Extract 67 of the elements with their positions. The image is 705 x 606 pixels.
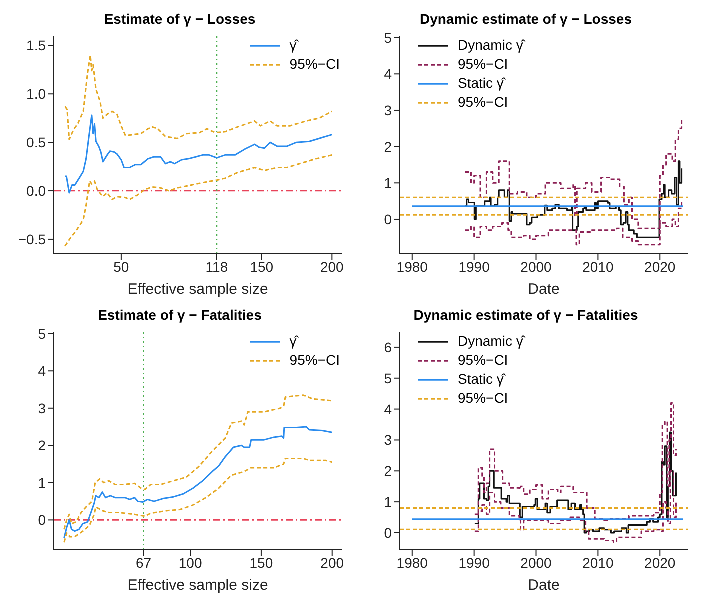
legend-label: Dynamic γ̂ xyxy=(458,36,524,55)
line-series xyxy=(64,114,333,194)
x-tick-label: 200 xyxy=(320,258,344,275)
x-tick-label: 67 xyxy=(136,554,152,571)
chart-title: Estimate of γ − Fatalities xyxy=(97,306,263,325)
legend-label: 95%−CI xyxy=(458,389,508,408)
legend-label: 95%−CI xyxy=(458,55,508,74)
x-tick-label: 2010 xyxy=(582,554,614,571)
legend-label: Dynamic γ̂ xyxy=(458,332,524,351)
y-tick-label: 0.5 xyxy=(26,134,46,151)
x-axis-title: Date xyxy=(528,577,560,594)
y-tick-label: 6 xyxy=(384,339,392,356)
y-tick-label: 4 xyxy=(384,401,392,418)
y-tick-label: 4 xyxy=(38,363,46,380)
legend-label: γ̂ xyxy=(290,332,297,351)
x-tick-label: 50 xyxy=(114,258,130,275)
x-tick-label: 2000 xyxy=(520,554,552,571)
x-axis-title: Date xyxy=(528,281,560,298)
legend-label: γ̂ xyxy=(290,36,297,55)
x-tick-label: 1980 xyxy=(396,554,428,571)
legend-label: 95%−CI xyxy=(458,351,508,370)
x-tick-label: 2020 xyxy=(644,258,676,275)
line-series xyxy=(64,458,334,544)
x-axis-title: Effective sample size xyxy=(128,577,268,594)
y-tick-label: 0 xyxy=(384,524,392,541)
y-tick-label: 1 xyxy=(384,494,392,510)
x-tick-label: 200 xyxy=(320,554,344,571)
y-tick-label: 5 xyxy=(384,370,392,386)
y-tick-label: −0.5 xyxy=(18,231,46,248)
legend-label: Static γ̂ xyxy=(458,74,504,93)
chart-title: Dynamic estimate of γ − Fatalities xyxy=(412,306,640,325)
x-tick-label: 100 xyxy=(178,554,202,571)
x-tick-label: 150 xyxy=(250,554,274,571)
y-tick-label: 0.0 xyxy=(26,182,46,199)
y-tick-label: 3 xyxy=(384,102,392,118)
legend-label: 95%−CI xyxy=(458,93,508,112)
x-tick-label: 1980 xyxy=(396,258,428,275)
y-tick-label: 5 xyxy=(38,326,46,342)
y-tick-label: 3 xyxy=(384,432,392,448)
x-tick-label: 2000 xyxy=(520,258,552,275)
y-tick-label: 1 xyxy=(38,474,46,491)
y-tick-label: 2 xyxy=(384,463,392,480)
chart-title: Estimate of γ − Losses xyxy=(103,10,257,29)
line-series xyxy=(64,426,334,539)
chart-title: Dynamic estimate of γ − Losses xyxy=(418,10,634,29)
x-tick-label: 118 xyxy=(206,258,228,275)
x-axis-title: Effective sample size xyxy=(128,281,268,298)
y-tick-label: 0 xyxy=(384,211,392,228)
y-tick-label: 3 xyxy=(38,400,46,416)
x-tick-label: 1990 xyxy=(458,554,490,571)
legend-label: 95%−CI xyxy=(290,55,340,74)
y-tick-label: 4 xyxy=(384,66,392,82)
legend-label: Static γ̂ xyxy=(458,370,504,389)
y-tick-label: 1 xyxy=(384,175,392,192)
y-tick-label: 5 xyxy=(384,30,392,46)
legend-label: 95%−CI xyxy=(290,351,340,370)
line-series xyxy=(64,394,334,530)
x-tick-label: 1990 xyxy=(458,258,490,275)
x-tick-label: 150 xyxy=(250,258,274,275)
y-tick-label: 0 xyxy=(38,512,46,528)
x-tick-label: 2020 xyxy=(644,554,676,571)
y-tick-label: 2 xyxy=(384,138,392,155)
y-tick-label: 2 xyxy=(38,438,46,454)
y-tick-label: 1.0 xyxy=(26,86,46,102)
x-tick-label: 2010 xyxy=(582,258,614,275)
y-tick-label: 1.5 xyxy=(26,38,46,54)
line-series xyxy=(64,154,333,247)
